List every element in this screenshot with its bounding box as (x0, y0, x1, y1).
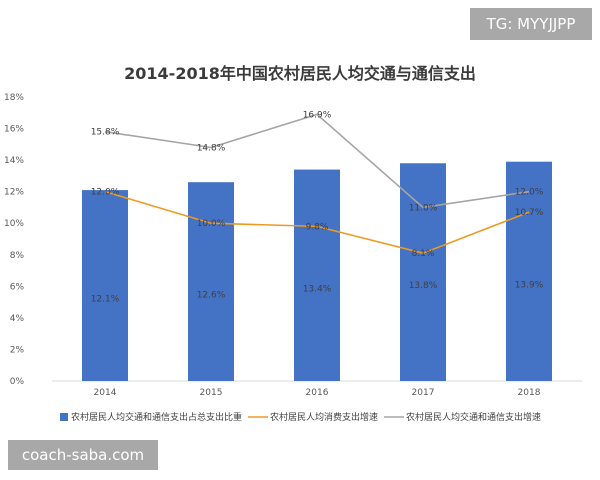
data-label: 12.1% (91, 295, 120, 305)
data-label: 16.9% (303, 110, 332, 120)
bar (506, 161, 552, 381)
chart-title: 2014-2018年中国农村居民人均交通与通信支出 (124, 64, 476, 83)
x-tick-label: 2014 (94, 388, 117, 398)
watermark-bottom-left: coach-saba.com (8, 440, 158, 470)
data-label: 13.9% (515, 280, 544, 290)
x-tick-label: 2018 (518, 388, 541, 398)
data-label: 14.8% (197, 143, 226, 153)
data-label: 12.0% (91, 188, 120, 198)
legend-swatch (60, 413, 68, 421)
line-layer (104, 113, 530, 255)
bar (400, 163, 446, 381)
y-tick-label: 16% (4, 125, 24, 135)
y-tick-label: 6% (10, 282, 25, 292)
data-label: 9.8% (306, 222, 329, 232)
y-tick-label: 10% (4, 219, 24, 229)
legend-label: 农村居民人均消费支出增速 (270, 411, 378, 423)
series-line (104, 113, 530, 209)
x-tick-label: 2016 (306, 388, 329, 398)
bar (188, 182, 234, 381)
x-tick-label: 2015 (200, 388, 223, 398)
legend-label: 农村居民人均交通和通信支出占总支出比重 (71, 411, 242, 423)
legend-label: 农村居民人均交通和通信支出增速 (406, 411, 541, 423)
data-label: 15.8% (91, 128, 120, 138)
data-label: 12.0% (515, 188, 544, 198)
data-label: 13.4% (303, 284, 332, 294)
data-label: 8.1% (412, 249, 435, 259)
legend: 农村居民人均交通和通信支出占总支出比重 农村居民人均消费支出增速 农村居民人均交通和… (60, 411, 541, 423)
y-tick-label: 18% (4, 93, 24, 103)
bar-layer (82, 161, 552, 381)
y-tick-label: 12% (4, 188, 24, 198)
series-line (104, 190, 530, 255)
y-tick-label: 8% (10, 251, 25, 261)
data-label: 12.6% (197, 291, 226, 301)
data-label: 13.8% (409, 281, 438, 291)
bar (294, 169, 340, 381)
bar (82, 190, 128, 381)
x-tick-label: 2017 (412, 388, 435, 398)
y-tick-label: 2% (10, 345, 25, 355)
y-tick-label: 0% (10, 377, 25, 387)
watermark-top-right: TG: MYYJJPP (470, 8, 592, 40)
label-layer: 12.1% 12.6% 13.4% 13.8% 13.9% 12.0% 10.0% 9.8% 8… (91, 110, 544, 304)
data-label: 10.0% (197, 219, 226, 229)
y-tick-label: 4% (10, 314, 25, 324)
y-tick-label: 14% (4, 156, 24, 166)
data-label: 10.7% (515, 208, 544, 218)
data-label: 11.0% (409, 203, 438, 213)
